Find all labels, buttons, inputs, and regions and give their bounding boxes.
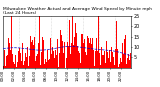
Text: Milwaukee Weather Actual and Average Wind Speed by Minute mph (Last 24 Hours): Milwaukee Weather Actual and Average Win… [3,7,152,15]
